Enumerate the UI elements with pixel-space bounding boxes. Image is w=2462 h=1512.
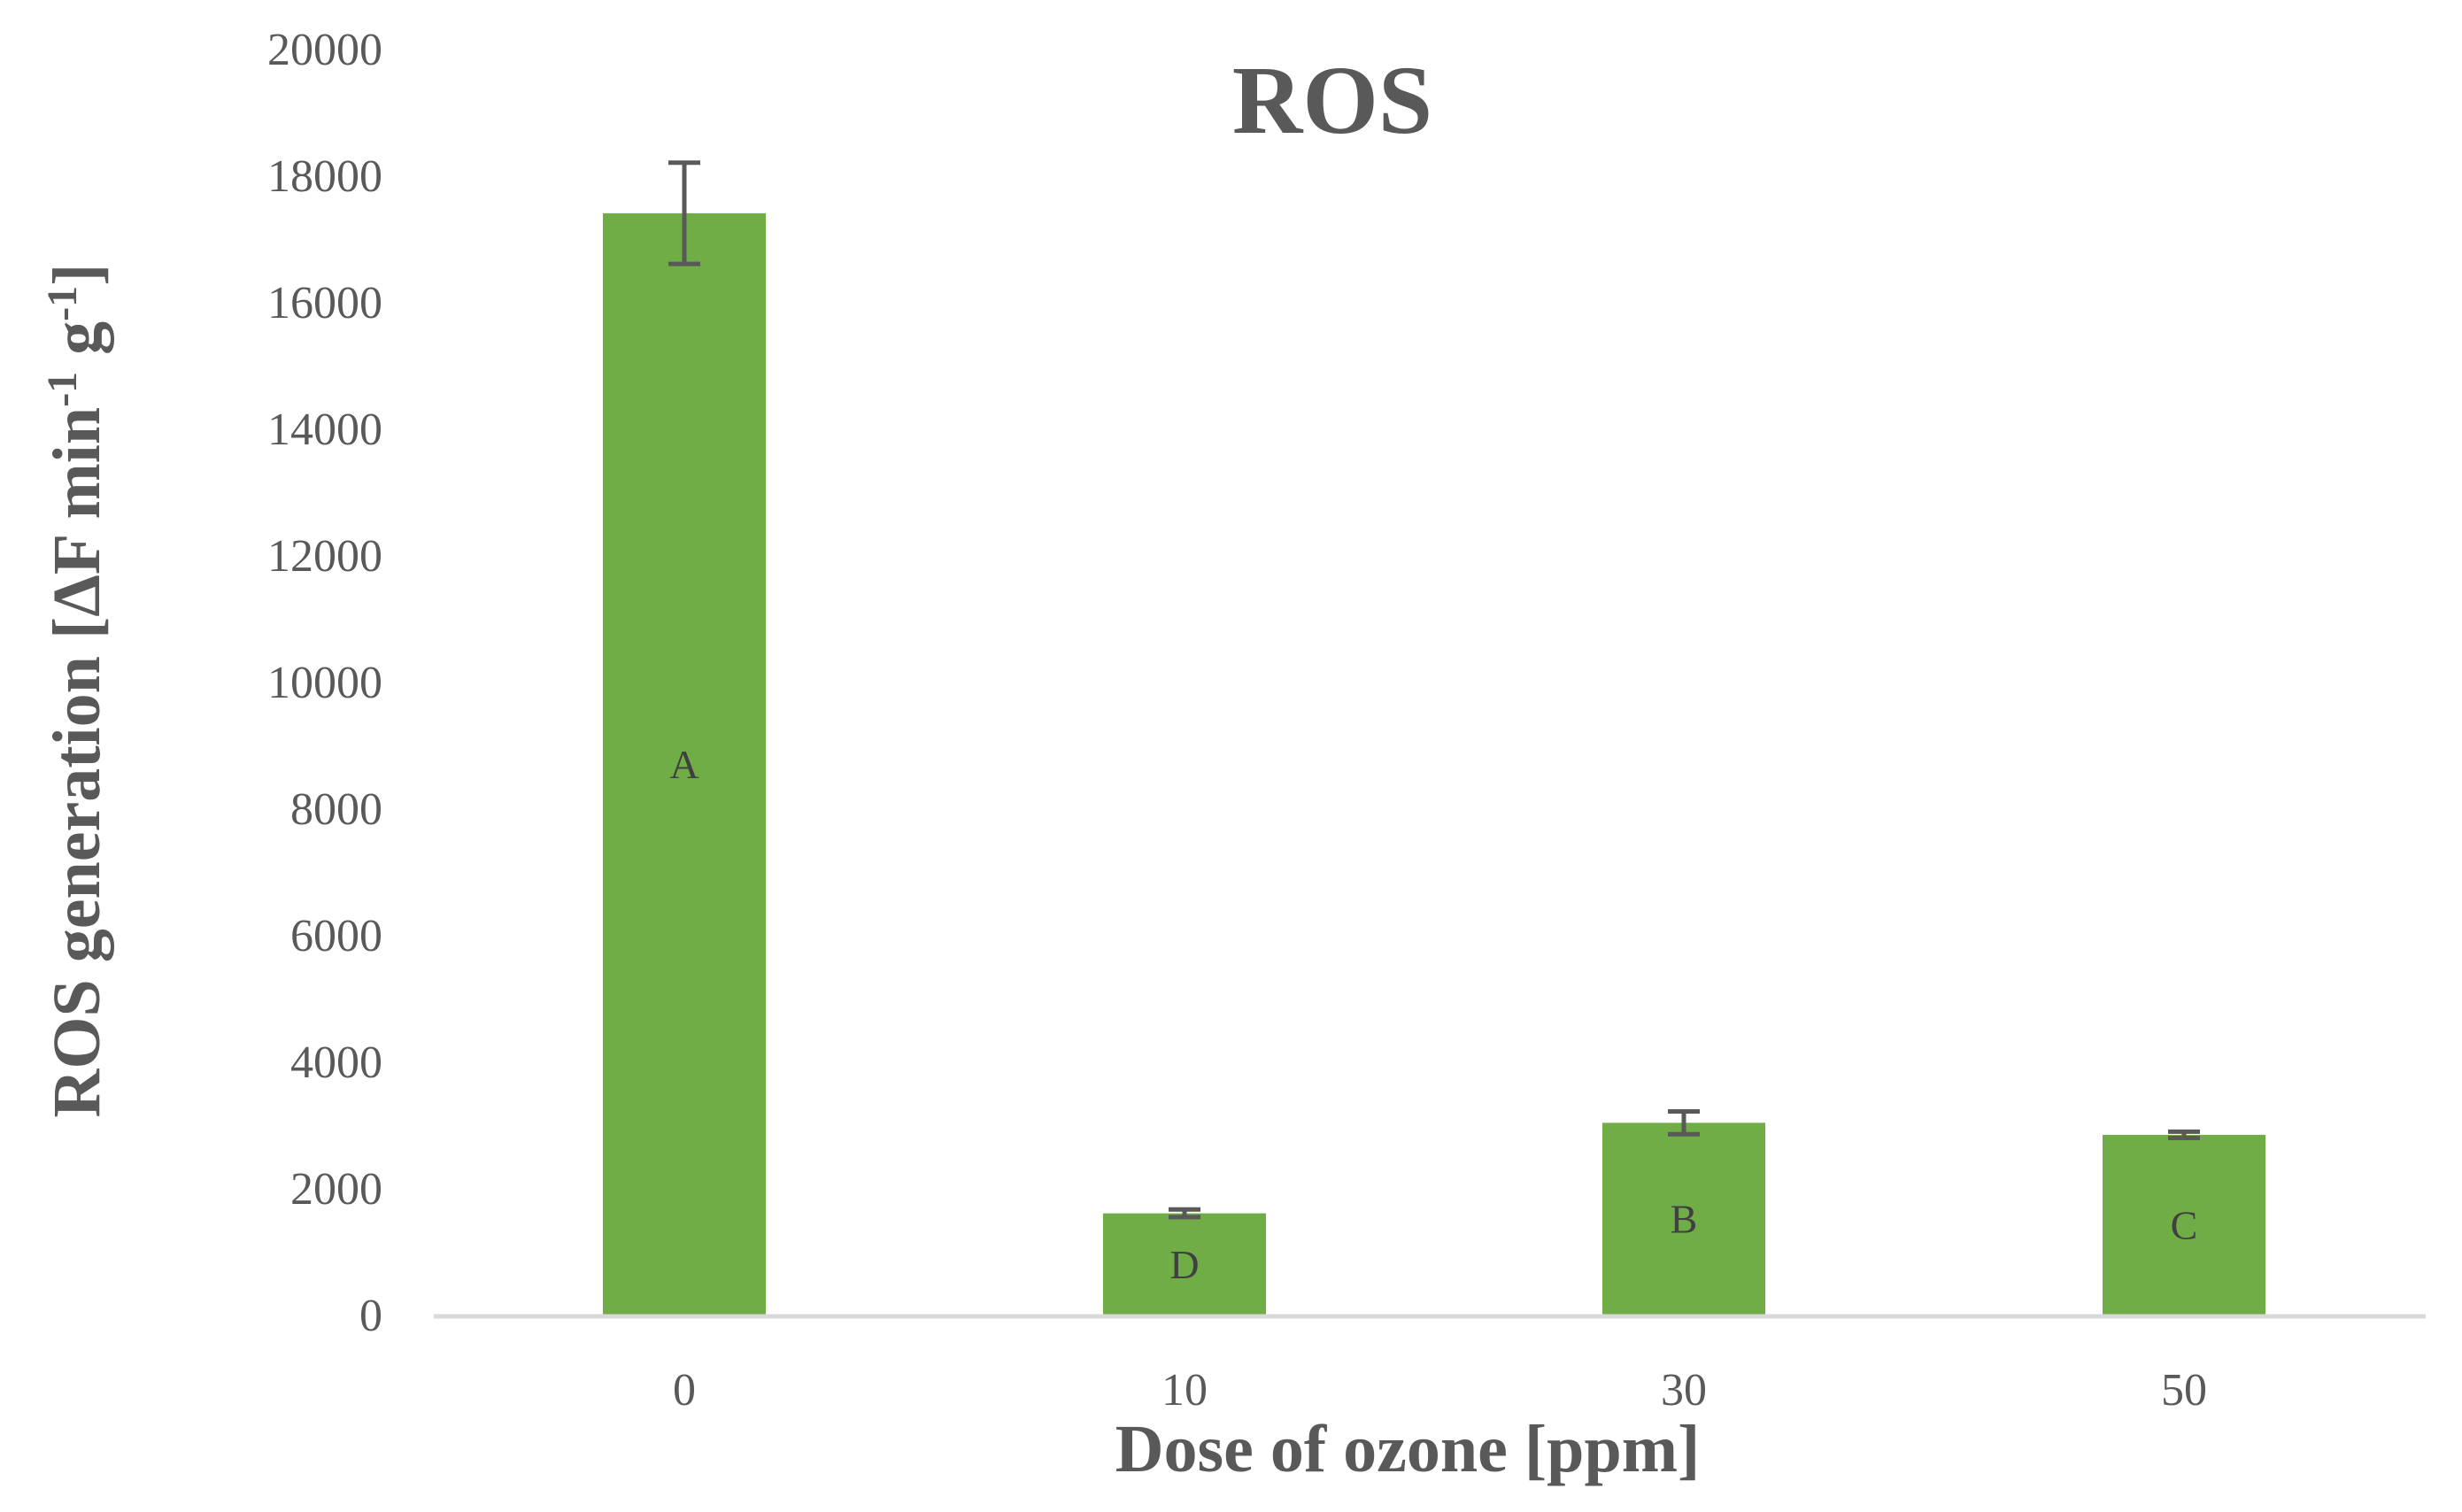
bar-letter-label: C bbox=[2171, 1202, 2198, 1247]
y-tick-label: 20000 bbox=[267, 25, 382, 75]
x-tick-label: 50 bbox=[2161, 1365, 2207, 1416]
bar bbox=[2103, 1134, 2265, 1315]
y-tick-label: 12000 bbox=[267, 531, 382, 582]
bar-letter-label: D bbox=[1169, 1242, 1199, 1287]
y-tick-label: 18000 bbox=[267, 151, 382, 202]
error-bar bbox=[1668, 1108, 1700, 1137]
x-axis-ticks: 0 10 30 50 bbox=[673, 1365, 2207, 1416]
error-bar bbox=[668, 160, 700, 266]
bar-letter-label: B bbox=[1671, 1197, 1698, 1242]
x-tick-label: 10 bbox=[1162, 1365, 1208, 1416]
significance-letters: A D B C bbox=[669, 742, 2197, 1287]
y-tick-label: 8000 bbox=[290, 784, 382, 835]
bar bbox=[1103, 1213, 1266, 1315]
x-axis-title: Dose of ozone [ppm] bbox=[1115, 1412, 1701, 1486]
y-tick-label: 16000 bbox=[267, 278, 382, 328]
y-axis-title: ROS generation [ΔF min-1 g-1] bbox=[39, 264, 115, 1118]
bar-letter-label: A bbox=[669, 742, 698, 787]
x-tick-label: 30 bbox=[1661, 1365, 1707, 1416]
y-tick-label: 6000 bbox=[290, 911, 382, 961]
y-tick-label: 10000 bbox=[267, 658, 382, 708]
y-tick-label: 0 bbox=[359, 1291, 382, 1341]
error-bars bbox=[668, 160, 2200, 1220]
x-tick-label: 0 bbox=[673, 1365, 696, 1416]
y-tick-label: 4000 bbox=[290, 1038, 382, 1088]
bar bbox=[603, 212, 766, 1315]
chart-title: ROS bbox=[1232, 46, 1432, 154]
bar bbox=[1602, 1122, 1765, 1315]
error-bar bbox=[2168, 1129, 2200, 1141]
y-axis-ticks: 0 2000 4000 6000 8000 10000 12000 14000 16000 180… bbox=[267, 25, 382, 1341]
bars bbox=[603, 212, 2265, 1315]
y-tick-label: 2000 bbox=[290, 1164, 382, 1215]
error-bar bbox=[1169, 1207, 1200, 1220]
y-tick-label: 14000 bbox=[267, 405, 382, 455]
